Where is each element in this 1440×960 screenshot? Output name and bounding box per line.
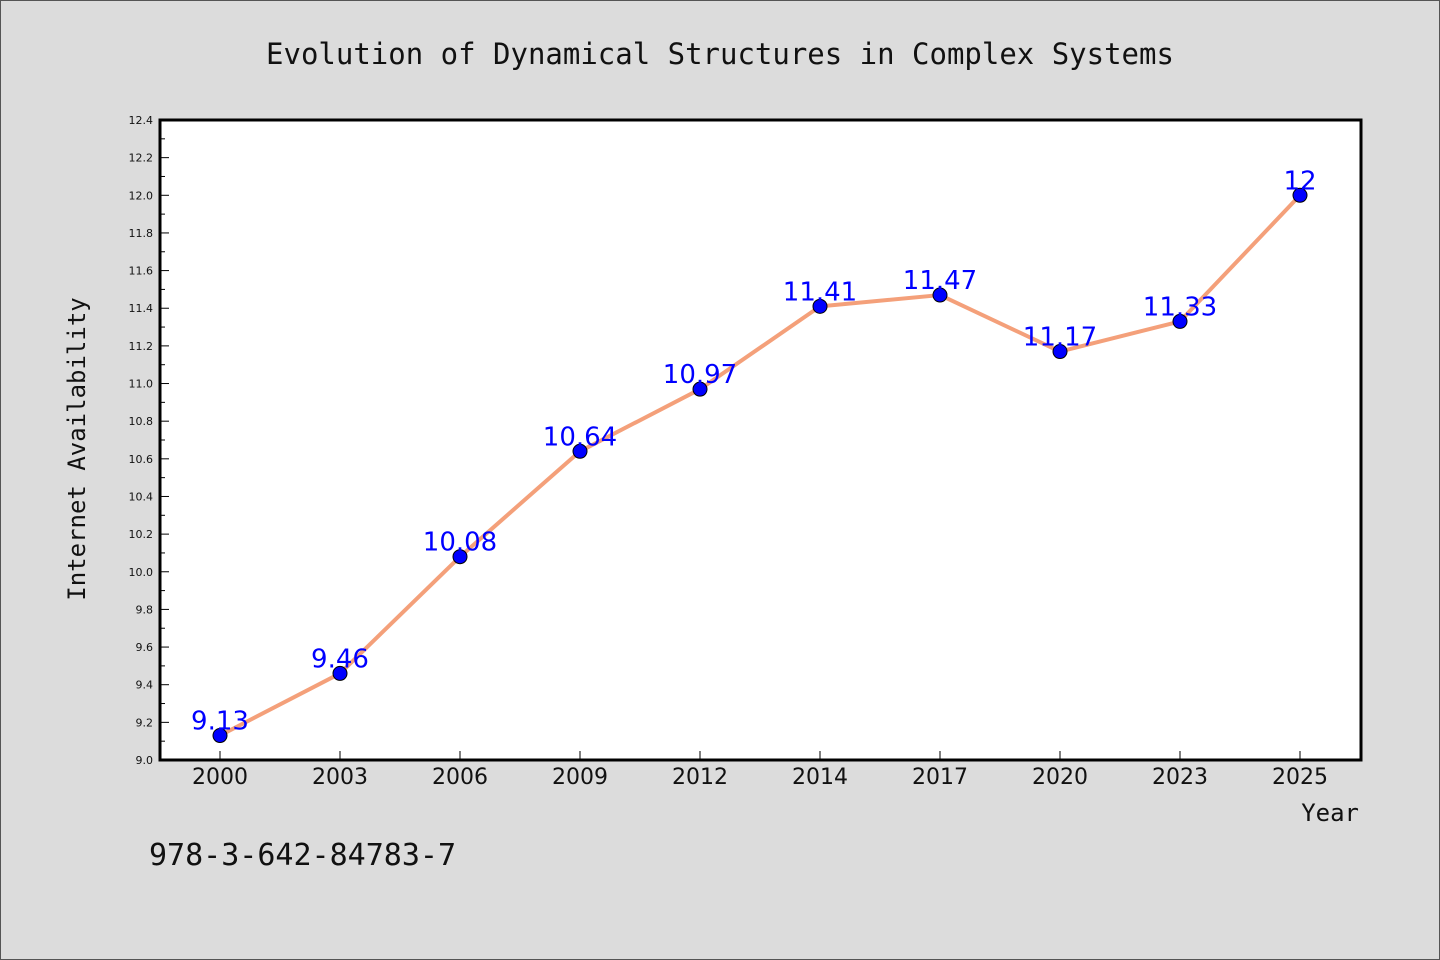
y-tick-label: 10.6 — [129, 453, 154, 466]
y-tick-label: 10.0 — [129, 566, 154, 579]
x-tick-label: 2014 — [792, 765, 848, 790]
markers-group — [212, 187, 1308, 744]
data-point-marker — [1292, 187, 1308, 203]
y-tick-label: 11.0 — [129, 378, 154, 391]
data-point-marker — [1172, 313, 1188, 329]
x-tick-label: 2012 — [672, 765, 728, 790]
series-line-group — [218, 193, 1302, 738]
y-tick-label: 10.8 — [129, 415, 154, 428]
x-axis: 2000 2003 2006 2009 2012 2014 2017 2020 2023 2025 — [192, 751, 1328, 790]
y-tick-label: 10.4 — [129, 490, 154, 503]
x-tick-label: 2006 — [432, 765, 488, 790]
x-tick-label: 2025 — [1272, 765, 1328, 790]
series-line — [218, 193, 1302, 738]
data-label: 9.13 — [191, 707, 249, 737]
data-labels-group: 9.13 9.46 10.08 10.64 10.97 11.41 11.47 11.17 11… — [191, 166, 1316, 736]
data-label: 11.17 — [1023, 323, 1097, 353]
data-point-marker — [332, 665, 348, 681]
x-tick-label: 2023 — [1152, 765, 1208, 790]
y-tick-label: 9.8 — [136, 603, 154, 616]
chart-title: Evolution of Dynamical Structures in Com… — [266, 37, 1174, 71]
data-point-marker — [812, 298, 828, 314]
data-point-marker — [212, 728, 228, 744]
data-label: 11.33 — [1143, 292, 1217, 322]
x-tick-label: 2003 — [312, 765, 368, 790]
y-tick-label: 9.6 — [136, 641, 154, 654]
x-tick-label: 2017 — [912, 765, 968, 790]
data-label: 11.47 — [903, 266, 977, 296]
isbn-text: 978-3-642-84783-7 — [149, 838, 456, 873]
x-tick-label: 2020 — [1032, 765, 1088, 790]
data-point-marker — [452, 549, 468, 565]
y-tick-label: 11.2 — [129, 340, 154, 353]
data-label: 11.41 — [783, 277, 857, 307]
x-tick-label: 2000 — [192, 765, 248, 790]
y-tick-label: 12.2 — [129, 152, 154, 165]
y-tick-label: 12.0 — [129, 189, 154, 202]
data-point-marker — [692, 381, 708, 397]
y-tick-label: 10.2 — [129, 528, 154, 541]
data-point-marker — [932, 287, 948, 303]
y-axis-label: Internet Availability — [63, 297, 91, 600]
y-axis: 9.0 9.2 9.4 9.6 9.8 10.0 10.2 10.4 10.6 10.8 11.0 1… — [129, 114, 169, 767]
y-tick-label: 11.4 — [129, 302, 154, 315]
y-tick-label: 9.4 — [136, 679, 154, 692]
data-label: 10.08 — [423, 528, 497, 558]
y-tick-label: 9.2 — [136, 716, 154, 729]
data-label: 10.64 — [543, 422, 617, 452]
data-label: 10.97 — [663, 360, 737, 390]
data-point-marker — [1052, 344, 1068, 360]
data-point-marker — [572, 443, 588, 459]
y-tick-label: 11.8 — [129, 227, 154, 240]
y-tick-label: 11.6 — [129, 265, 154, 278]
x-tick-label: 2009 — [552, 765, 608, 790]
data-label: 12 — [1283, 166, 1316, 196]
data-label: 9.46 — [311, 644, 369, 674]
y-tick-label: 9.0 — [136, 754, 154, 767]
y-tick-label: 12.4 — [129, 114, 154, 127]
x-axis-label: Year — [1301, 799, 1359, 827]
